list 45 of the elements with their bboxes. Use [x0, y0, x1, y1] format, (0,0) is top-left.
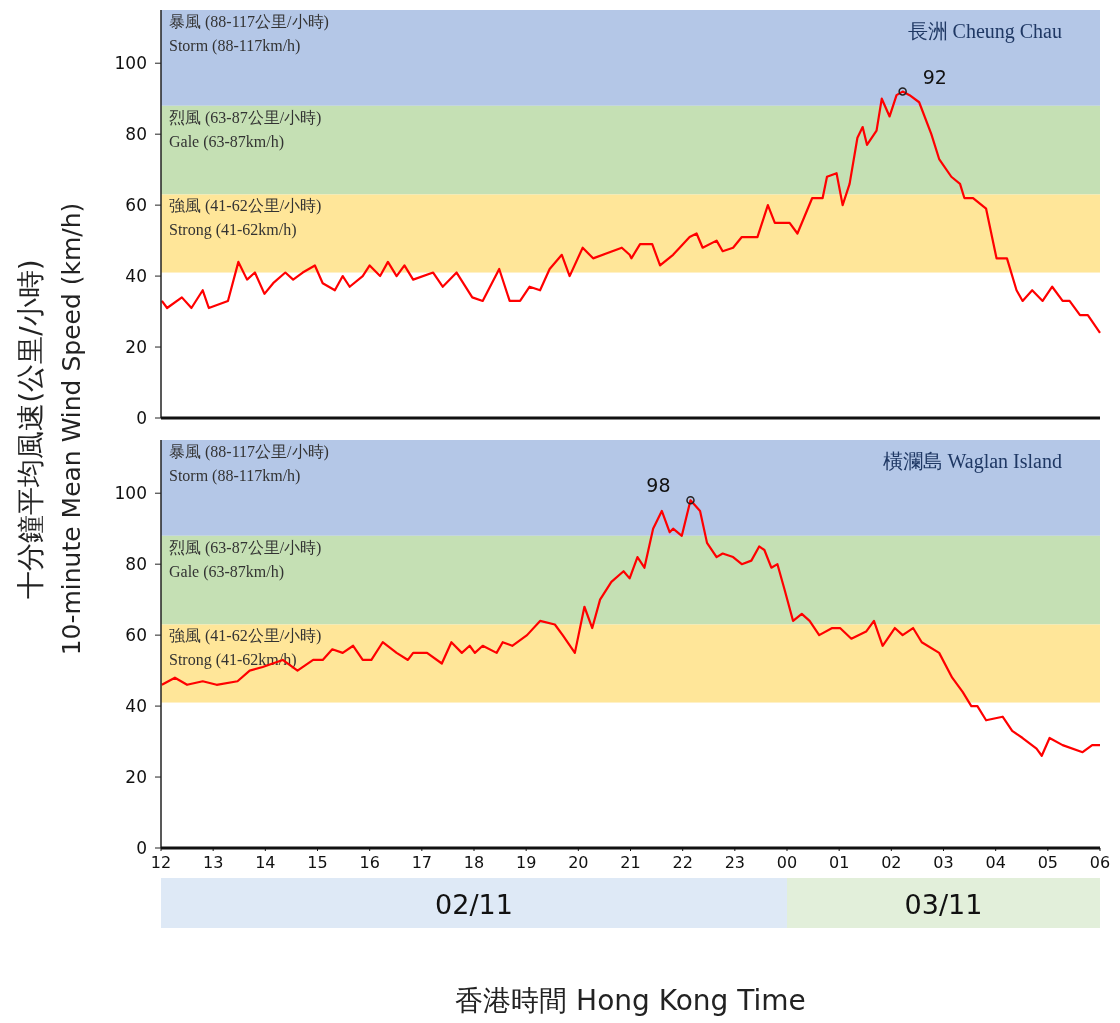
x-tick-label: 18 [463, 853, 485, 872]
band-label: 烈風 (63-87公里/小時) Gale (63-87km/h) [169, 538, 322, 581]
y-tick-label: 40 [125, 696, 147, 717]
y-tick-label: 80 [125, 124, 147, 145]
x-tick-label: 01 [828, 853, 850, 872]
annotation: 橫瀾島 Waglan Island [882, 450, 1062, 473]
annotation: 92 [922, 65, 947, 88]
y-tick-label: 60 [125, 195, 147, 216]
text: 03/11 [904, 889, 983, 920]
y-tick-label: 0 [136, 837, 147, 858]
x-tick-label: 02 [881, 853, 902, 872]
x-tick-label: 13 [202, 853, 224, 872]
annotation: 長洲 Cheung Chau [907, 20, 1062, 43]
x-tick-label: 04 [985, 853, 1006, 872]
x-tick-label: 16 [359, 853, 380, 872]
text: 02/11 [435, 889, 513, 920]
y-tick-label: 40 [125, 266, 147, 287]
x-tick-label: 14 [255, 853, 276, 872]
y-tick-label: 0 [136, 407, 147, 428]
y-tick-label: 20 [125, 766, 147, 787]
band-label: 暴風 (88-117公里/小時) Storm (88-117km/h) [169, 443, 329, 485]
x-tick-label: 05 [1037, 853, 1059, 872]
y-tick-label: 80 [125, 554, 147, 575]
x-tick-label: 00 [776, 853, 798, 872]
x-tick-label: 12 [150, 853, 172, 872]
x-tick-label: 23 [724, 853, 746, 872]
x-tick-label: 22 [672, 853, 693, 872]
x-axis-title: 香港時間 Hong Kong Time [455, 984, 806, 1017]
x-tick-label: 20 [568, 853, 589, 872]
x-tick-label: 03 [933, 853, 954, 872]
y-tick-label: 20 [125, 336, 147, 357]
x-tick-label: 17 [411, 853, 433, 872]
band-label: 暴風 (88-117公里/小時) Storm (88-117km/h) [169, 13, 329, 55]
y-axis-title: 十分鐘平均風速(公里/小時) 10-minute Mean Wind Speed (km/h) [14, 202, 86, 656]
annotation: 98 [646, 474, 671, 497]
x-tick-label: 15 [307, 853, 328, 872]
y-tick-label: 60 [125, 625, 147, 646]
y-tick-label: 100 [114, 483, 147, 504]
x-tick-label: 21 [620, 853, 641, 872]
x-tick-label: 19 [515, 853, 537, 872]
band-label: 強風 (41-62公里/小時) Strong (41-62km/h) [169, 197, 322, 240]
y-tick-label: 100 [114, 53, 147, 74]
band-label: 烈風 (63-87公里/小時) Gale (63-87km/h) [169, 108, 322, 151]
band-label: 強風 (41-62公里/小時) Strong (41-62km/h) [169, 627, 322, 670]
x-tick-label: 06 [1089, 853, 1111, 872]
